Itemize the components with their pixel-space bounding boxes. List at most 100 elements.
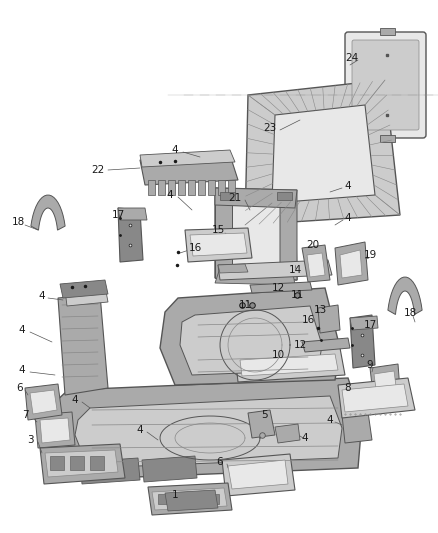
- Text: 18: 18: [11, 217, 25, 227]
- Polygon shape: [118, 208, 147, 220]
- Polygon shape: [90, 456, 104, 470]
- Text: 9: 9: [367, 360, 373, 370]
- Polygon shape: [45, 450, 118, 477]
- Polygon shape: [148, 483, 232, 515]
- Polygon shape: [335, 242, 368, 285]
- Text: 4: 4: [302, 433, 308, 443]
- Polygon shape: [31, 195, 65, 230]
- Text: 20: 20: [307, 240, 320, 250]
- Polygon shape: [142, 456, 197, 482]
- Polygon shape: [228, 460, 288, 489]
- Polygon shape: [70, 456, 84, 470]
- Polygon shape: [80, 458, 140, 484]
- Polygon shape: [230, 205, 282, 268]
- Text: 4: 4: [137, 425, 143, 435]
- Text: 18: 18: [403, 308, 417, 318]
- Text: 19: 19: [364, 250, 377, 260]
- Polygon shape: [140, 150, 235, 167]
- Text: 6: 6: [17, 383, 23, 393]
- Text: 4: 4: [172, 145, 178, 155]
- Polygon shape: [198, 180, 205, 195]
- Polygon shape: [380, 135, 395, 142]
- Polygon shape: [158, 180, 165, 195]
- Polygon shape: [48, 378, 362, 480]
- Text: 4: 4: [327, 415, 333, 425]
- Polygon shape: [188, 180, 195, 195]
- Polygon shape: [184, 494, 193, 504]
- Text: 13: 13: [313, 305, 327, 315]
- Polygon shape: [152, 488, 227, 510]
- Polygon shape: [210, 494, 219, 504]
- Polygon shape: [58, 294, 108, 395]
- Polygon shape: [148, 180, 155, 195]
- FancyBboxPatch shape: [352, 40, 419, 130]
- Polygon shape: [118, 208, 143, 262]
- Text: 6: 6: [217, 457, 223, 467]
- Polygon shape: [272, 105, 375, 203]
- Text: 22: 22: [92, 165, 105, 175]
- Polygon shape: [40, 418, 70, 443]
- Polygon shape: [50, 456, 64, 470]
- Polygon shape: [275, 424, 300, 443]
- Polygon shape: [277, 192, 292, 200]
- Text: 3: 3: [27, 435, 33, 445]
- Polygon shape: [218, 260, 332, 280]
- Polygon shape: [248, 410, 275, 438]
- Polygon shape: [158, 494, 167, 504]
- Polygon shape: [318, 305, 340, 333]
- Text: 10: 10: [272, 350, 285, 360]
- Polygon shape: [250, 282, 312, 293]
- Polygon shape: [75, 396, 342, 468]
- Text: 16: 16: [301, 315, 314, 325]
- Polygon shape: [350, 315, 375, 368]
- Polygon shape: [235, 348, 345, 382]
- Polygon shape: [350, 316, 378, 330]
- Polygon shape: [60, 280, 108, 298]
- Text: 16: 16: [188, 243, 201, 253]
- Polygon shape: [388, 277, 422, 314]
- Text: 12: 12: [293, 340, 307, 350]
- Polygon shape: [302, 245, 330, 282]
- Text: 24: 24: [346, 53, 359, 63]
- Polygon shape: [245, 80, 400, 225]
- Polygon shape: [140, 155, 238, 185]
- Polygon shape: [338, 378, 415, 418]
- Polygon shape: [307, 253, 325, 277]
- Text: 7: 7: [22, 410, 28, 420]
- Text: 11: 11: [238, 300, 251, 310]
- Text: 4: 4: [167, 190, 173, 200]
- Text: 4: 4: [345, 213, 351, 223]
- Text: 1: 1: [172, 490, 178, 500]
- Polygon shape: [208, 180, 215, 195]
- Polygon shape: [25, 384, 62, 420]
- Polygon shape: [35, 412, 75, 448]
- Polygon shape: [340, 250, 362, 278]
- Polygon shape: [30, 390, 57, 414]
- Text: 17: 17: [111, 210, 125, 220]
- Text: 11: 11: [290, 290, 304, 300]
- Polygon shape: [40, 444, 125, 484]
- FancyBboxPatch shape: [345, 32, 426, 138]
- Polygon shape: [280, 190, 297, 280]
- Text: 23: 23: [263, 123, 277, 133]
- Polygon shape: [240, 354, 338, 376]
- Text: 17: 17: [364, 320, 377, 330]
- Text: 21: 21: [228, 193, 242, 203]
- Text: 4: 4: [72, 395, 78, 405]
- Polygon shape: [215, 268, 295, 285]
- Text: 5: 5: [261, 410, 268, 420]
- Polygon shape: [215, 188, 297, 280]
- Polygon shape: [342, 412, 372, 443]
- Polygon shape: [190, 233, 247, 256]
- Polygon shape: [218, 180, 225, 195]
- Polygon shape: [380, 28, 395, 35]
- Polygon shape: [215, 188, 297, 208]
- Polygon shape: [180, 306, 322, 375]
- Polygon shape: [178, 180, 185, 195]
- Polygon shape: [215, 188, 232, 278]
- Polygon shape: [168, 180, 175, 195]
- Text: 4: 4: [19, 365, 25, 375]
- Text: 4: 4: [19, 325, 25, 335]
- Polygon shape: [370, 364, 400, 394]
- Text: 15: 15: [212, 225, 225, 235]
